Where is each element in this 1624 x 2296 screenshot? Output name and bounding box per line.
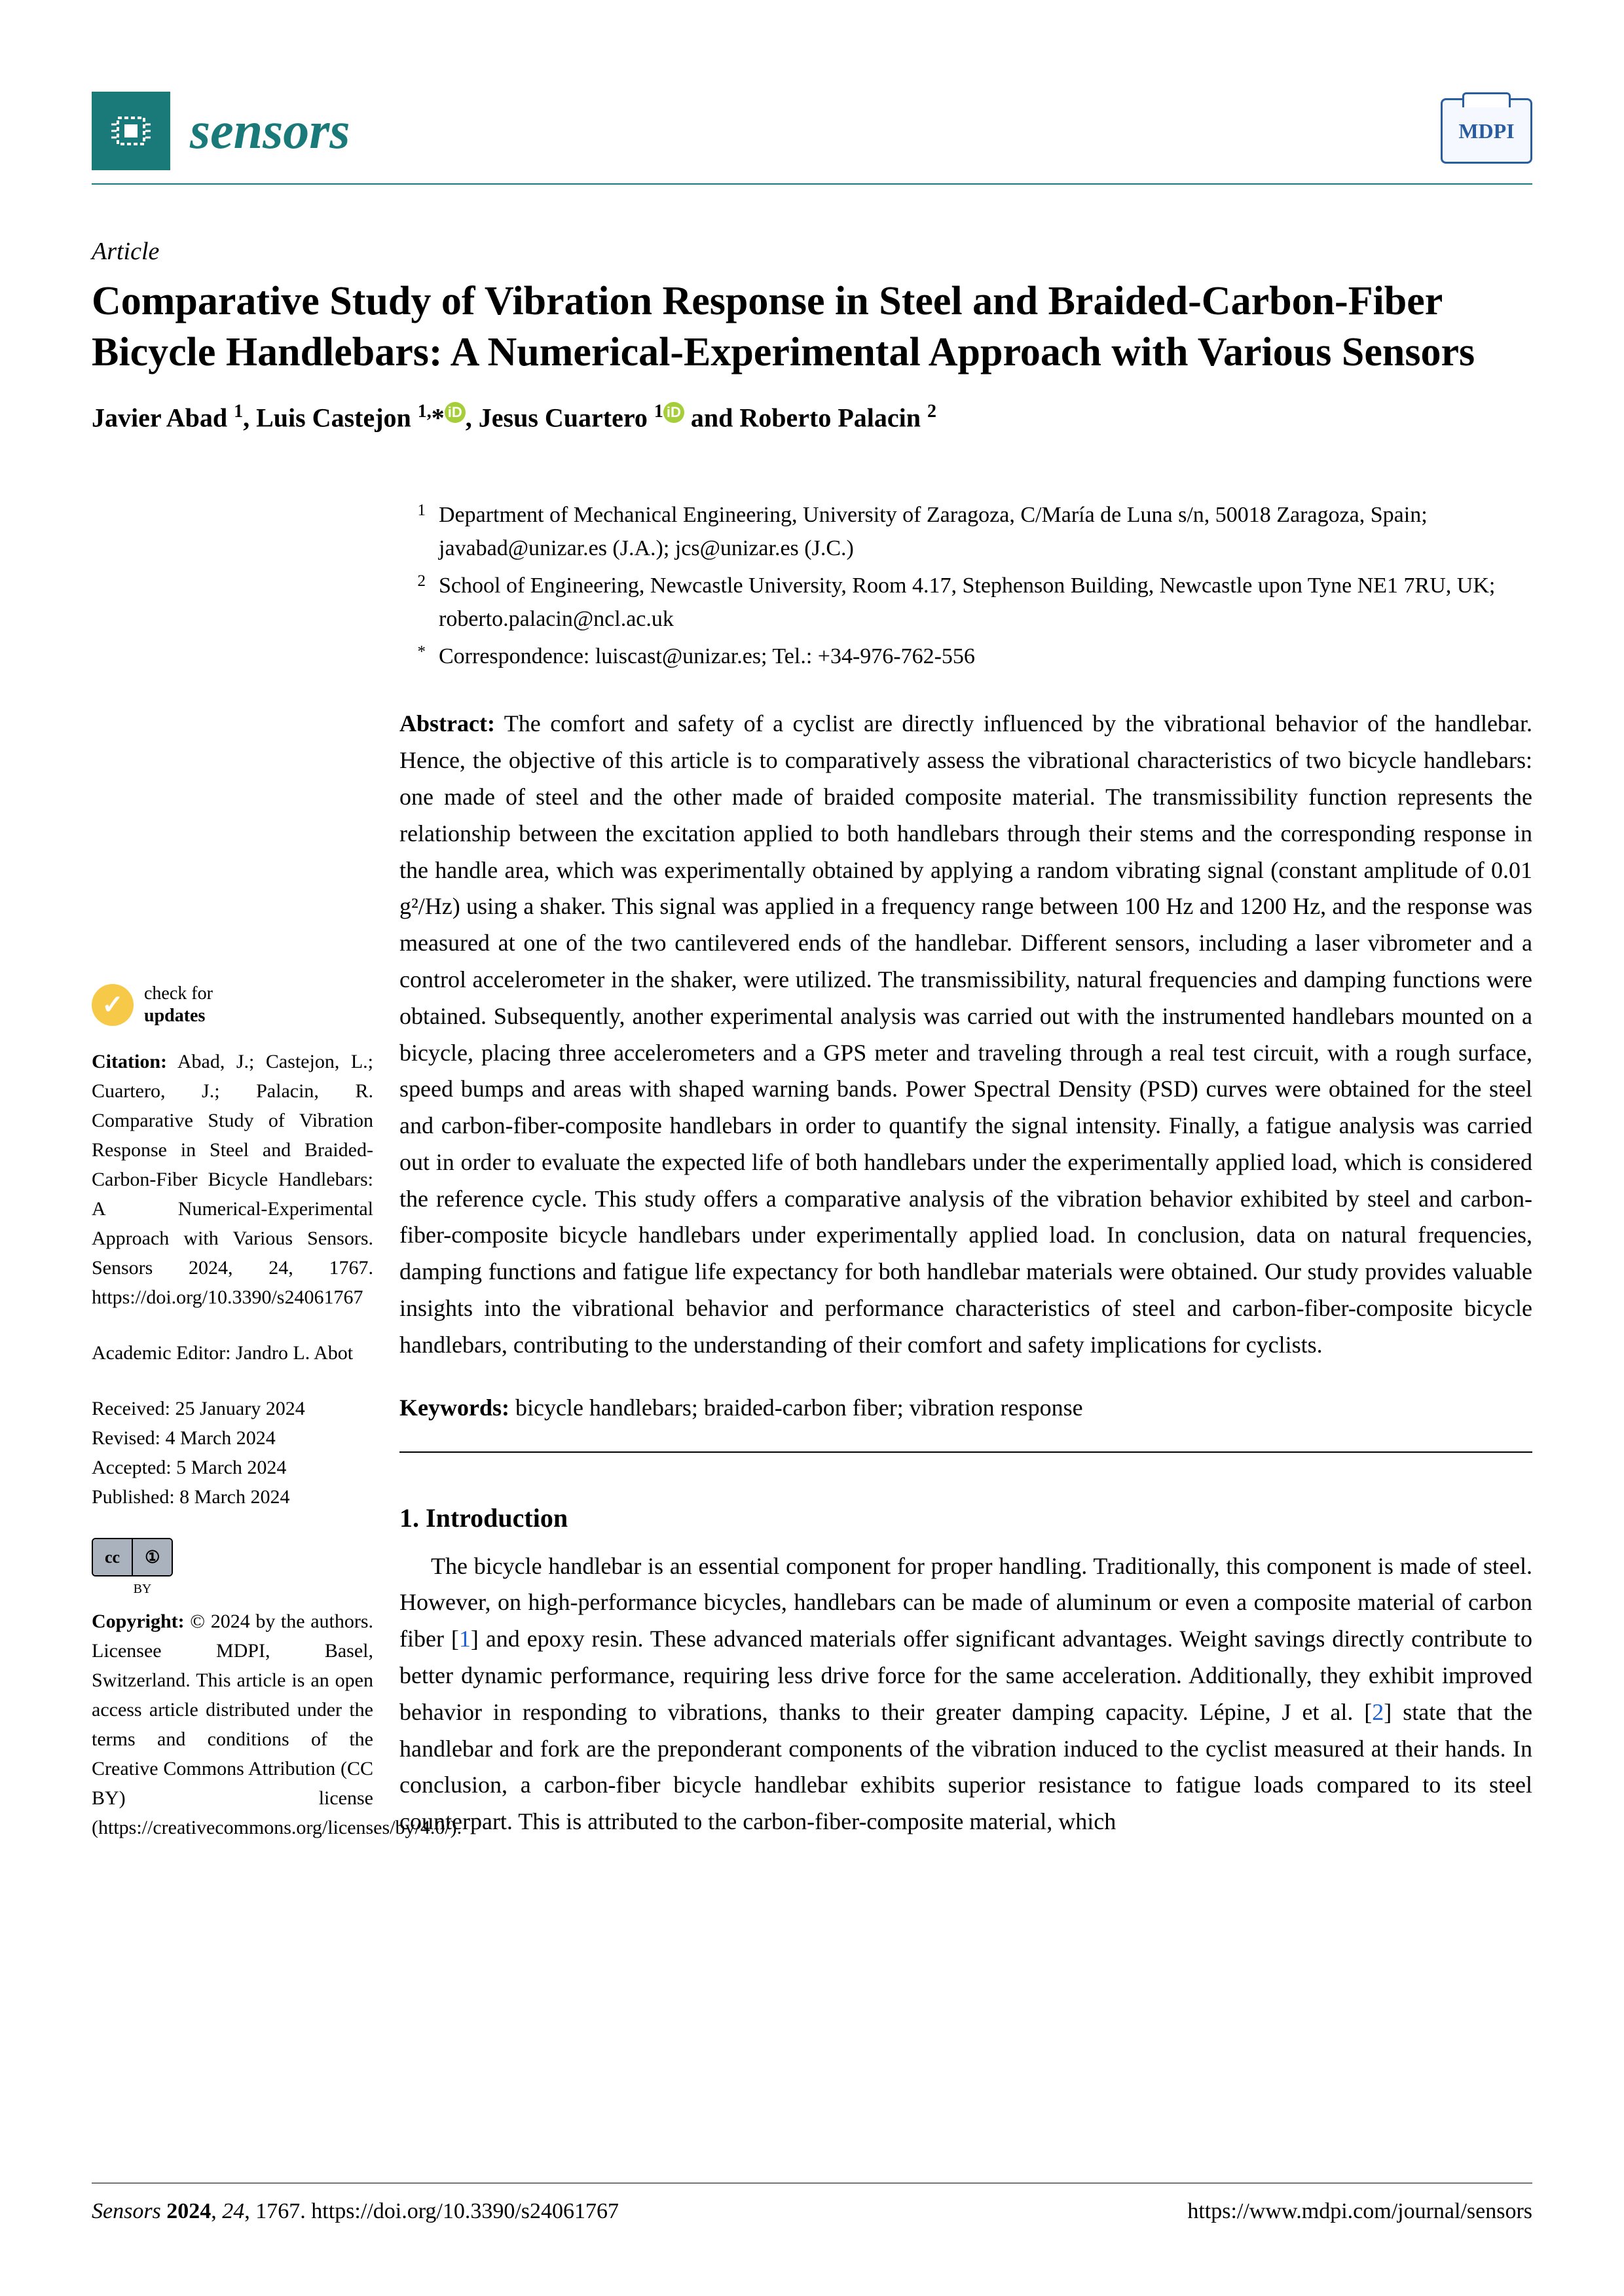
dates-block: Received: 25 January 2024 Revised: 4 Mar…	[92, 1394, 373, 1512]
cc-badge[interactable]: cc ①	[92, 1538, 173, 1576]
keywords: Keywords: bicycle handlebars; braided-ca…	[399, 1390, 1532, 1453]
authors-line: Javier Abad 1, Luis Castejon 1,*iD, Jesu…	[92, 401, 1532, 433]
ref-link-2[interactable]: 2	[1372, 1699, 1384, 1725]
cc-icon: cc	[93, 1539, 133, 1575]
section-1-heading: 1. Introduction	[399, 1499, 1532, 1538]
affil-text: Correspondence: luiscast@unizar.es; Tel.…	[439, 640, 1532, 673]
journal-logo: sensors	[92, 92, 350, 170]
intro-mid: ] and epoxy resin. These advanced materi…	[399, 1626, 1532, 1725]
affil-text: School of Engineering, Newcastle Univers…	[439, 569, 1532, 636]
date-published: Published: 8 March 2024	[92, 1482, 373, 1512]
affiliation-row: 1Department of Mechanical Engineering, U…	[399, 498, 1532, 565]
affil-text: Department of Mechanical Engineering, Un…	[439, 498, 1532, 565]
editor-block: Academic Editor: Jandro L. Abot	[92, 1338, 373, 1368]
main-column: 1Department of Mechanical Engineering, U…	[399, 498, 1532, 1868]
mdpi-logo[interactable]: MDPI	[1441, 98, 1532, 164]
sensors-chip-icon	[92, 92, 170, 170]
check-line2: updates	[144, 1005, 213, 1027]
affil-marker: 2	[399, 569, 426, 636]
date-accepted: Accepted: 5 March 2024	[92, 1453, 373, 1482]
article-title: Comparative Study of Vibration Response …	[92, 276, 1532, 378]
orcid-icon: iD	[663, 402, 684, 423]
date-revised: Revised: 4 March 2024	[92, 1423, 373, 1453]
ref-link-1[interactable]: 1	[459, 1626, 471, 1652]
editor-label: Academic Editor:	[92, 1342, 231, 1364]
article-type: Article	[92, 237, 1532, 266]
citation-label: Citation:	[92, 1051, 167, 1072]
abstract-label: Abstract:	[399, 710, 495, 737]
citation-text: Abad, J.; Castejon, L.; Cuartero, J.; Pa…	[92, 1051, 373, 1308]
affil-marker: 1	[399, 498, 426, 565]
affiliation-row: * Correspondence: luiscast@unizar.es; Tel…	[399, 640, 1532, 673]
cc-by-label: BY	[92, 1579, 193, 1599]
keywords-text: bicycle handlebars; braided-carbon fiber…	[515, 1394, 1083, 1421]
affil-marker: *	[399, 640, 426, 673]
sidebar: ✓ check for updates Citation: Abad, J.; …	[92, 498, 399, 1868]
keywords-label: Keywords:	[399, 1394, 509, 1421]
editor-name: Jandro L. Abot	[236, 1342, 353, 1364]
footer-left: Sensors 2024, 24, 1767. https://doi.org/…	[92, 2199, 619, 2224]
intro-paragraph: The bicycle handlebar is an essential co…	[399, 1548, 1532, 1840]
journal-name: sensors	[190, 101, 350, 161]
footer-doi[interactable]: https://doi.org/10.3390/s24061767	[311, 2199, 619, 2223]
date-received: Received: 25 January 2024	[92, 1394, 373, 1423]
affiliations: 1Department of Mechanical Engineering, U…	[399, 498, 1532, 673]
check-updates-icon: ✓	[92, 984, 134, 1026]
footer-right[interactable]: https://www.mdpi.com/journal/sensors	[1187, 2199, 1532, 2224]
abstract-text: The comfort and safety of a cyclist are …	[399, 710, 1532, 1358]
page-footer: Sensors 2024, 24, 1767. https://doi.org/…	[92, 2183, 1532, 2224]
abstract: Abstract: The comfort and safety of a cy…	[399, 706, 1532, 1363]
affiliation-row: 2School of Engineering, Newcastle Univer…	[399, 569, 1532, 636]
copyright-label: Copyright:	[92, 1611, 185, 1632]
check-updates-text: check for updates	[144, 983, 213, 1027]
check-for-updates[interactable]: ✓ check for updates	[92, 983, 373, 1027]
journal-header: sensors MDPI	[92, 92, 1532, 185]
citation-block: Citation: Abad, J.; Castejon, L.; Cuarte…	[92, 1047, 373, 1312]
copyright-text: Copyright: © 2024 by the authors. Licens…	[92, 1607, 373, 1842]
check-line1: check for	[144, 983, 213, 1005]
by-icon: ①	[133, 1539, 172, 1575]
orcid-icon: iD	[445, 402, 466, 423]
license-block: cc ① BY Copyright: © 2024 by the authors…	[92, 1538, 373, 1842]
